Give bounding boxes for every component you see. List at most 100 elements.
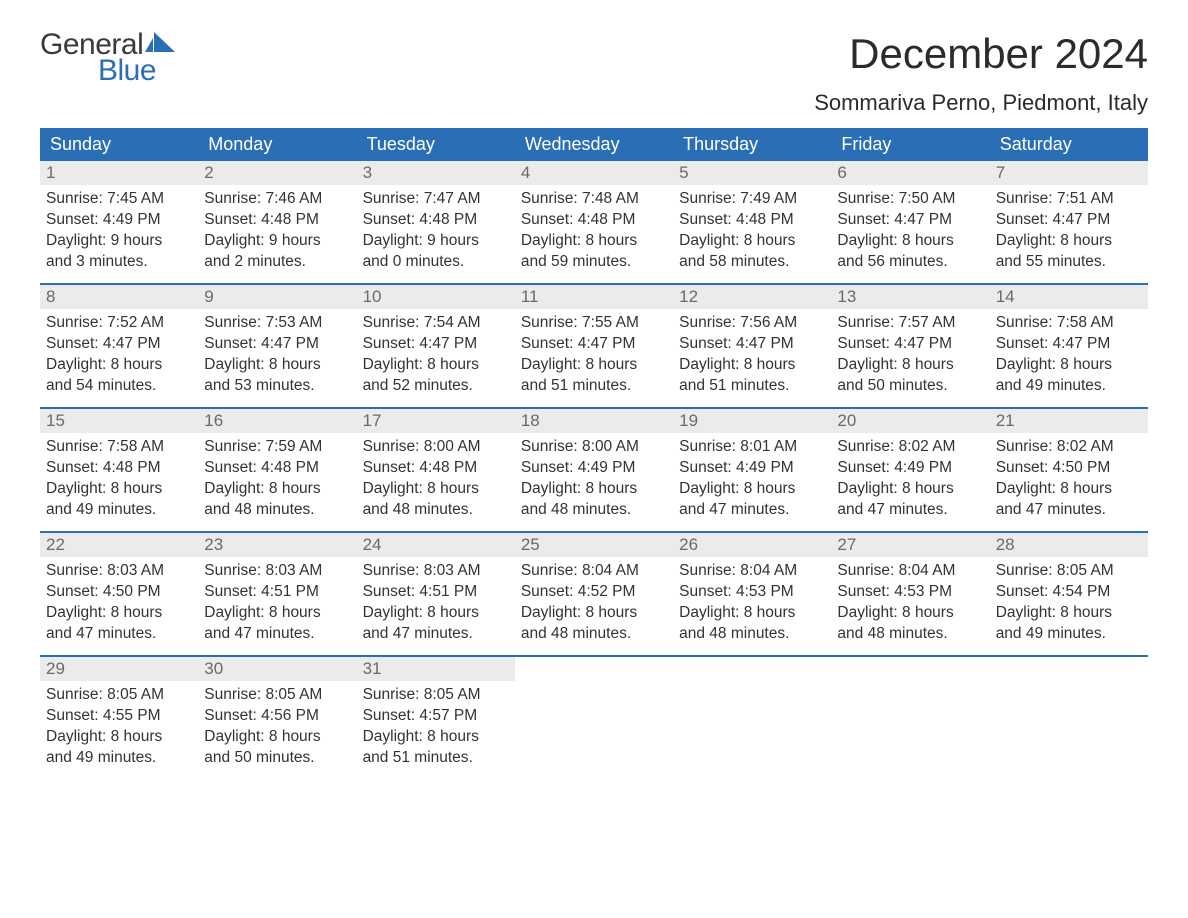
- sunset-text: Sunset: 4:47 PM: [46, 334, 192, 355]
- sunset-text: Sunset: 4:47 PM: [996, 210, 1142, 231]
- sunrise-text: Sunrise: 7:47 AM: [363, 189, 509, 210]
- sunrise-text: Sunrise: 7:58 AM: [46, 437, 192, 458]
- sunset-text: Sunset: 4:48 PM: [679, 210, 825, 231]
- sunrise-text: Sunrise: 8:05 AM: [204, 685, 350, 706]
- day-details: Sunrise: 8:02 AMSunset: 4:49 PMDaylight:…: [831, 433, 989, 521]
- sunset-text: Sunset: 4:49 PM: [679, 458, 825, 479]
- day-details: Sunrise: 8:04 AMSunset: 4:53 PMDaylight:…: [673, 557, 831, 645]
- day-number: 13: [831, 285, 989, 309]
- day-cell: .: [673, 657, 831, 779]
- day-cell: .: [990, 657, 1148, 779]
- day-cell: 5Sunrise: 7:49 AMSunset: 4:48 PMDaylight…: [673, 161, 831, 283]
- daylight-text: Daylight: 8 hours and 47 minutes.: [837, 479, 983, 521]
- day-cell: 31Sunrise: 8:05 AMSunset: 4:57 PMDayligh…: [357, 657, 515, 779]
- day-details: Sunrise: 7:58 AMSunset: 4:48 PMDaylight:…: [40, 433, 198, 521]
- sunrise-text: Sunrise: 8:04 AM: [521, 561, 667, 582]
- day-number: 9: [198, 285, 356, 309]
- daylight-text: Daylight: 8 hours and 54 minutes.: [46, 355, 192, 397]
- day-number: 20: [831, 409, 989, 433]
- daylight-text: Daylight: 8 hours and 59 minutes.: [521, 231, 667, 273]
- daylight-text: Daylight: 8 hours and 50 minutes.: [204, 727, 350, 769]
- daylight-text: Daylight: 8 hours and 53 minutes.: [204, 355, 350, 397]
- sunset-text: Sunset: 4:47 PM: [837, 334, 983, 355]
- daylight-text: Daylight: 8 hours and 49 minutes.: [996, 603, 1142, 645]
- daylight-text: Daylight: 8 hours and 51 minutes.: [679, 355, 825, 397]
- daylight-text: Daylight: 8 hours and 55 minutes.: [996, 231, 1142, 273]
- daylight-text: Daylight: 8 hours and 48 minutes.: [363, 479, 509, 521]
- day-cell: 30Sunrise: 8:05 AMSunset: 4:56 PMDayligh…: [198, 657, 356, 779]
- sunset-text: Sunset: 4:47 PM: [204, 334, 350, 355]
- day-details: Sunrise: 7:52 AMSunset: 4:47 PMDaylight:…: [40, 309, 198, 397]
- location: Sommariva Perno, Piedmont, Italy: [814, 90, 1148, 116]
- day-cell: 14Sunrise: 7:58 AMSunset: 4:47 PMDayligh…: [990, 285, 1148, 407]
- sunrise-text: Sunrise: 8:05 AM: [996, 561, 1142, 582]
- sunrise-text: Sunrise: 7:54 AM: [363, 313, 509, 334]
- day-number: 18: [515, 409, 673, 433]
- day-details: Sunrise: 7:53 AMSunset: 4:47 PMDaylight:…: [198, 309, 356, 397]
- sunset-text: Sunset: 4:48 PM: [204, 458, 350, 479]
- day-number: 21: [990, 409, 1148, 433]
- day-details: Sunrise: 7:45 AMSunset: 4:49 PMDaylight:…: [40, 185, 198, 273]
- day-cell: 12Sunrise: 7:56 AMSunset: 4:47 PMDayligh…: [673, 285, 831, 407]
- sunset-text: Sunset: 4:47 PM: [679, 334, 825, 355]
- day-details: Sunrise: 7:51 AMSunset: 4:47 PMDaylight:…: [990, 185, 1148, 273]
- dow-tuesday: Tuesday: [357, 128, 515, 161]
- day-details: Sunrise: 8:00 AMSunset: 4:48 PMDaylight:…: [357, 433, 515, 521]
- daylight-text: Daylight: 8 hours and 47 minutes.: [204, 603, 350, 645]
- day-cell: 4Sunrise: 7:48 AMSunset: 4:48 PMDaylight…: [515, 161, 673, 283]
- week-row: 29Sunrise: 8:05 AMSunset: 4:55 PMDayligh…: [40, 655, 1148, 779]
- daylight-text: Daylight: 9 hours and 2 minutes.: [204, 231, 350, 273]
- day-number: 19: [673, 409, 831, 433]
- day-number: 8: [40, 285, 198, 309]
- daylight-text: Daylight: 8 hours and 48 minutes.: [679, 603, 825, 645]
- sunrise-text: Sunrise: 7:58 AM: [996, 313, 1142, 334]
- day-cell: 6Sunrise: 7:50 AMSunset: 4:47 PMDaylight…: [831, 161, 989, 283]
- sunrise-text: Sunrise: 7:51 AM: [996, 189, 1142, 210]
- day-details: Sunrise: 8:03 AMSunset: 4:51 PMDaylight:…: [357, 557, 515, 645]
- sunrise-text: Sunrise: 7:48 AM: [521, 189, 667, 210]
- day-number: 17: [357, 409, 515, 433]
- day-number: 26: [673, 533, 831, 557]
- day-number: 25: [515, 533, 673, 557]
- daylight-text: Daylight: 9 hours and 0 minutes.: [363, 231, 509, 273]
- day-details: Sunrise: 8:01 AMSunset: 4:49 PMDaylight:…: [673, 433, 831, 521]
- day-number: 23: [198, 533, 356, 557]
- sunrise-text: Sunrise: 8:03 AM: [204, 561, 350, 582]
- day-number: 24: [357, 533, 515, 557]
- day-number: .: [990, 657, 1148, 681]
- day-details: Sunrise: 8:05 AMSunset: 4:54 PMDaylight:…: [990, 557, 1148, 645]
- day-number: 16: [198, 409, 356, 433]
- day-cell: 1Sunrise: 7:45 AMSunset: 4:49 PMDaylight…: [40, 161, 198, 283]
- day-cell: 10Sunrise: 7:54 AMSunset: 4:47 PMDayligh…: [357, 285, 515, 407]
- day-cell: 20Sunrise: 8:02 AMSunset: 4:49 PMDayligh…: [831, 409, 989, 531]
- day-number: 11: [515, 285, 673, 309]
- day-details: Sunrise: 7:49 AMSunset: 4:48 PMDaylight:…: [673, 185, 831, 273]
- sunset-text: Sunset: 4:51 PM: [204, 582, 350, 603]
- sunrise-text: Sunrise: 8:02 AM: [996, 437, 1142, 458]
- sunset-text: Sunset: 4:54 PM: [996, 582, 1142, 603]
- day-cell: 21Sunrise: 8:02 AMSunset: 4:50 PMDayligh…: [990, 409, 1148, 531]
- day-details: Sunrise: 8:02 AMSunset: 4:50 PMDaylight:…: [990, 433, 1148, 521]
- day-number: 27: [831, 533, 989, 557]
- sunset-text: Sunset: 4:53 PM: [837, 582, 983, 603]
- sunrise-text: Sunrise: 7:45 AM: [46, 189, 192, 210]
- dow-wednesday: Wednesday: [515, 128, 673, 161]
- day-details: Sunrise: 8:05 AMSunset: 4:57 PMDaylight:…: [357, 681, 515, 769]
- week-row: 1Sunrise: 7:45 AMSunset: 4:49 PMDaylight…: [40, 161, 1148, 283]
- day-cell: 8Sunrise: 7:52 AMSunset: 4:47 PMDaylight…: [40, 285, 198, 407]
- day-number: 31: [357, 657, 515, 681]
- sunset-text: Sunset: 4:49 PM: [521, 458, 667, 479]
- sunset-text: Sunset: 4:49 PM: [837, 458, 983, 479]
- day-details: Sunrise: 7:59 AMSunset: 4:48 PMDaylight:…: [198, 433, 356, 521]
- day-details: Sunrise: 7:57 AMSunset: 4:47 PMDaylight:…: [831, 309, 989, 397]
- daylight-text: Daylight: 8 hours and 48 minutes.: [837, 603, 983, 645]
- sunrise-text: Sunrise: 7:46 AM: [204, 189, 350, 210]
- day-cell: .: [831, 657, 989, 779]
- daylight-text: Daylight: 8 hours and 49 minutes.: [996, 355, 1142, 397]
- day-details: Sunrise: 7:56 AMSunset: 4:47 PMDaylight:…: [673, 309, 831, 397]
- sunrise-text: Sunrise: 7:50 AM: [837, 189, 983, 210]
- week-row: 22Sunrise: 8:03 AMSunset: 4:50 PMDayligh…: [40, 531, 1148, 655]
- sunrise-text: Sunrise: 7:49 AM: [679, 189, 825, 210]
- dow-sunday: Sunday: [40, 128, 198, 161]
- sunrise-text: Sunrise: 8:00 AM: [363, 437, 509, 458]
